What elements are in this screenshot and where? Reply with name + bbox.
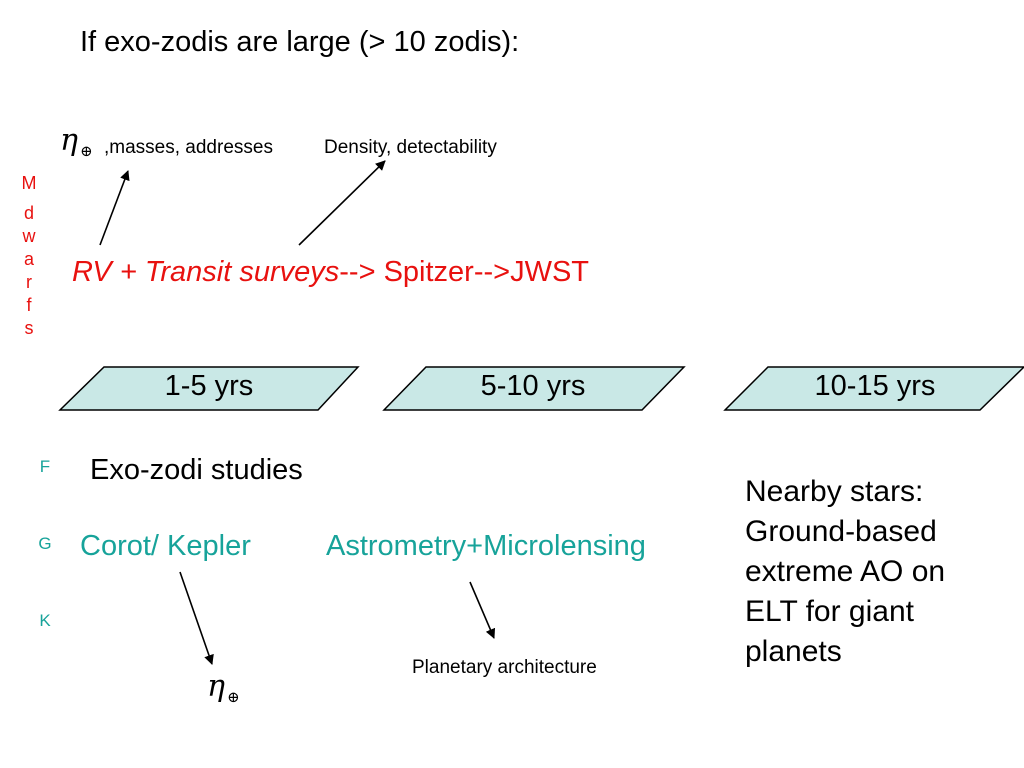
- spitzer-jwst-text: --> Spitzer-->JWST: [339, 256, 590, 288]
- m-dwarfs-letter: M: [21, 173, 37, 193]
- transit-surveys-text: Transit surveys: [144, 256, 340, 288]
- exo-zodi-studies-label: Exo-zodi studies: [90, 454, 303, 486]
- m-dwarfs-vertical-label: M d w a r f s: [18, 172, 40, 340]
- m-dwarfs-letter: w: [22, 226, 36, 246]
- timeline-label-10-15-yrs: 10-15 yrs: [814, 370, 936, 402]
- eta-earth-symbol: η ⊕: [60, 123, 93, 161]
- density-detectability-label: Density, detectability: [324, 137, 497, 158]
- arrow-astrometry-to-architecture: [469, 581, 496, 639]
- nearby-line: ELT for giant: [745, 595, 914, 628]
- fgk-letter: K: [39, 611, 51, 630]
- slide-title: If exo-zodis are large (> 10 zodis):: [80, 26, 520, 58]
- eta-letter: η: [207, 669, 225, 704]
- m-dwarfs-letter: s: [24, 318, 34, 338]
- fgk-vertical-label: F G K: [36, 458, 54, 629]
- timeline-label-5-10-yrs: 5-10 yrs: [480, 370, 586, 402]
- arrow-transit-to-density: [298, 160, 386, 246]
- rv-text: RV +: [72, 256, 145, 288]
- m-dwarfs-letter: a: [23, 249, 34, 269]
- earth-subscript: ⊕: [226, 688, 240, 706]
- eta-letter: η: [60, 123, 78, 158]
- nearby-line: planets: [745, 635, 842, 668]
- arrow-rv-to-masses: [99, 170, 130, 246]
- arrow-corot-to-eta: [179, 571, 214, 665]
- timeline-band-10-15-yrs: [723, 366, 1024, 411]
- nearby-line: Nearby stars:: [745, 475, 924, 508]
- timeline-label-1-5-yrs: 1-5 yrs: [164, 370, 254, 402]
- rv-transit-spitzer-line: RV + Transit surveys--> Spitzer-->JWST: [72, 256, 589, 289]
- eta-earth-symbol: η ⊕: [207, 669, 240, 707]
- corot-kepler-label: Corot/ Kepler: [80, 530, 251, 562]
- masses-addresses-label: ,masses, addresses: [104, 137, 273, 158]
- fgk-letter: G: [38, 534, 52, 553]
- earth-subscript: ⊕: [79, 142, 93, 160]
- astrometry-microlensing-label: Astrometry+Microlensing: [326, 530, 646, 562]
- nearby-stars-text: Nearby stars: Ground-based extreme AO on…: [745, 472, 1005, 672]
- timeline-band-5-10-yrs: [382, 366, 686, 411]
- m-dwarfs-letter: f: [26, 295, 32, 315]
- m-dwarfs-letter: r: [26, 272, 32, 292]
- m-dwarfs-letter: d: [23, 203, 34, 223]
- nearby-line: Ground-based: [745, 515, 937, 548]
- fgk-letter: F: [39, 457, 51, 476]
- planetary-architecture-label: Planetary architecture: [412, 657, 597, 678]
- nearby-line: extreme AO on: [745, 555, 946, 588]
- timeline-band-1-5-yrs: [58, 366, 360, 411]
